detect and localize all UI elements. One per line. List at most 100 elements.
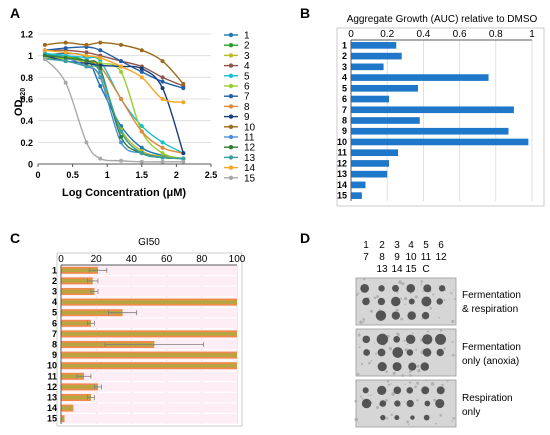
data-point [160,155,165,160]
panel-label-d: D [300,230,310,246]
plate-texture [354,417,359,422]
category-label: 1 [52,265,57,275]
data-point [119,158,124,163]
x-tick-label: 0 [58,254,64,265]
y-tick-label: 0.6 [20,95,33,105]
colony [423,414,430,421]
plate-texture [360,362,364,366]
colony [378,285,385,292]
x-tick-label: 20 [91,254,103,265]
colony [422,334,433,345]
plate-texture [416,399,419,402]
bar-core-4 [61,300,237,304]
legend-marker [228,145,234,150]
x-tick-label: 0 [35,170,40,180]
legend-label: 14 [244,163,256,174]
plate-texture [451,353,455,357]
plate-texture [399,405,401,407]
bar-4 [351,74,489,81]
plate-texture [370,360,373,362]
colony [410,415,415,420]
plate-texture [357,333,361,337]
panel-b-title: Aggregate Growth (AUC) relative to DMSO [347,14,538,25]
x-tick-label: 1 [529,29,535,40]
plate-texture [416,364,420,368]
colony [435,333,447,345]
plate-texture [373,342,376,344]
category-label: 13 [47,393,57,403]
data-point [160,59,165,64]
panel-a-series [42,40,186,164]
plate-texture [370,309,373,313]
plate-texture [386,380,390,383]
colony [392,284,399,292]
data-point [160,86,165,91]
legend-marker [228,104,234,109]
row-band [61,265,237,276]
colony [377,362,387,372]
category-label: 14 [47,403,57,413]
data-point [181,156,186,161]
row-band [61,371,237,382]
plate-texture [404,400,406,403]
data-point [139,66,144,71]
condition-label: & respiration [462,304,518,315]
data-point [42,48,47,53]
bar-core-14 [61,406,74,410]
legend-marker [228,83,234,89]
lane-label: 6 [438,240,444,251]
lane-label: 9 [394,252,400,263]
category-label: 12 [337,158,347,168]
plate-texture [429,306,433,310]
plate-texture [408,381,412,384]
bar-2 [351,52,402,60]
lane-label: 15 [405,264,417,275]
category-label: 9 [342,126,347,136]
data-point [84,64,89,69]
plate-texture [376,295,379,298]
row-band [61,413,237,424]
data-point [181,159,186,164]
plate-texture [378,308,381,311]
plate-texture [358,346,361,349]
colony [377,348,386,357]
plate-texture [387,383,390,386]
panel-a-line-chart: 0 0.2 0.4 0.6 0.8 1 1.2 0 0.5 1 1.5 2 2.5 Log Concen… [13,30,256,200]
category-label: 2 [52,276,57,286]
bar-7 [351,106,514,114]
data-point [63,50,68,55]
plate-texture [368,361,371,365]
plate-texture [438,285,440,287]
category-label: 10 [47,361,57,371]
plate-texture [439,329,443,332]
panel-d-plates: 1 2 3 4 5 6 7 8 9 10 11 12 13 14 15 C Fe… [354,240,521,428]
panel-c-bars [61,265,237,424]
colony [438,285,446,292]
category-label: 11 [337,148,347,158]
plate-texture [414,385,417,389]
plate-texture [404,383,406,385]
plate-texture [417,368,421,373]
legend-marker [228,32,234,38]
data-point [84,53,89,58]
plate-texture [398,280,402,284]
data-point [139,159,144,164]
x-tick-label: 1.5 [136,170,149,180]
panel-b-bars [351,42,529,199]
colony [362,297,370,306]
category-label: 10 [337,137,347,147]
panel-a-axes: 0 0.2 0.4 0.6 0.8 1 1.2 0 0.5 1 1.5 2 2.5 [20,30,217,181]
data-point [119,140,124,145]
condition-label: Respiration [462,393,513,404]
bar-core-10 [61,363,237,368]
panel-b-bar-chart: Aggregate Growth (AUC) relative to DMSO … [336,14,545,207]
bar-11 [351,149,399,157]
category-label: 4 [342,73,347,83]
row-band [61,286,237,297]
bar-9 [351,127,509,135]
colony [408,362,417,371]
